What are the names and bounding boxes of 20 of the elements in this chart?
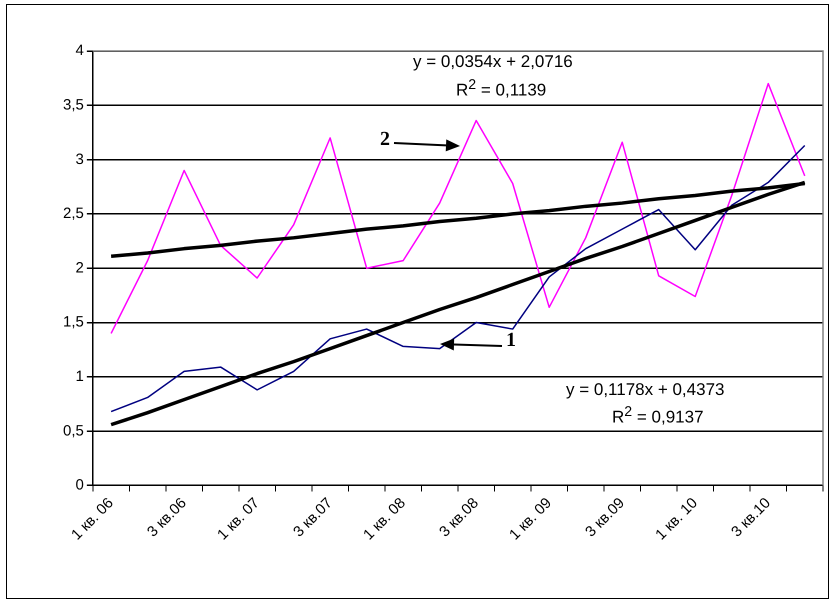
text: 2: [380, 128, 390, 150]
annotation: y = 0,1178x + 0,4373: [566, 380, 724, 400]
x-tick-label: 1 кв. 06: [68, 494, 117, 544]
y-tick-label: 1: [76, 368, 84, 385]
series-label: 1: [506, 329, 516, 352]
y-tick-label: 0,5: [62, 422, 84, 440]
y-tick-label: 3: [76, 150, 84, 168]
series-label: 2: [468, 77, 476, 93]
x-tick-label: 1 кв. 09: [506, 494, 555, 544]
y-tick-label: 0: [76, 476, 84, 494]
x-tick-label: 1 кв. 10: [652, 494, 701, 544]
x-tick-label: 1 кв. 07: [214, 494, 263, 544]
y-tick-label: 2,5: [62, 205, 84, 222]
annotation: y = 0,0354x + 2,0716: [413, 52, 573, 72]
y-tick-label: 1,5: [62, 314, 84, 331]
y-tick-label: 2: [76, 259, 84, 276]
y-tick-label: 4: [76, 42, 84, 60]
x-tick-label: 1 кв. 08: [360, 494, 409, 544]
annotation: R$^{2}$ = 0,9137: [612, 404, 704, 428]
y-tick-label: 3,5: [62, 96, 84, 114]
